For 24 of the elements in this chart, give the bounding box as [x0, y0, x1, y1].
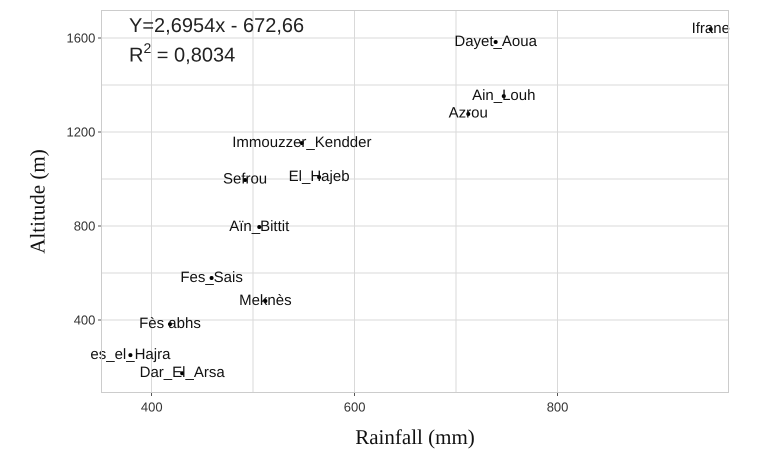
data-label: Ain_Louh — [472, 86, 536, 104]
data-label: El_Hajeb — [288, 168, 350, 185]
data-label: es_el_Hajra — [90, 346, 172, 363]
data-label: Fes_Sais — [180, 268, 243, 286]
data-label: Aïn_Bittit — [229, 218, 290, 235]
y-tick-label: 400 — [74, 312, 96, 328]
data-label: Immouzzer_Kendder — [232, 134, 372, 151]
data-label: Dayet_Aoua — [454, 32, 538, 50]
annotation: R$^{2}$ = 0,8034 — [129, 40, 236, 66]
data-label: Meknès — [239, 292, 292, 309]
x-tick-label: 600 — [344, 400, 366, 415]
data-label: Ifrane — [692, 20, 730, 37]
data-label: Dar_El_Arsa — [140, 364, 226, 381]
annotation: Y=2,6954x - 672,66 — [129, 15, 304, 37]
data-label: Fès abhs — [139, 314, 201, 332]
x-tick-label: 800 — [546, 400, 568, 415]
x-tick-label: 400 — [140, 400, 163, 415]
y-tick-label: 800 — [74, 218, 96, 234]
y-tick-label: 1200 — [66, 124, 96, 140]
data-label: Azrou — [448, 104, 488, 122]
y-axis-title: Altitude (m) — [26, 149, 50, 254]
data-label: Sefrou — [222, 170, 268, 188]
y-tick-label: 1600 — [66, 30, 96, 46]
x-axis-title: Rainfall (mm) — [355, 424, 475, 449]
